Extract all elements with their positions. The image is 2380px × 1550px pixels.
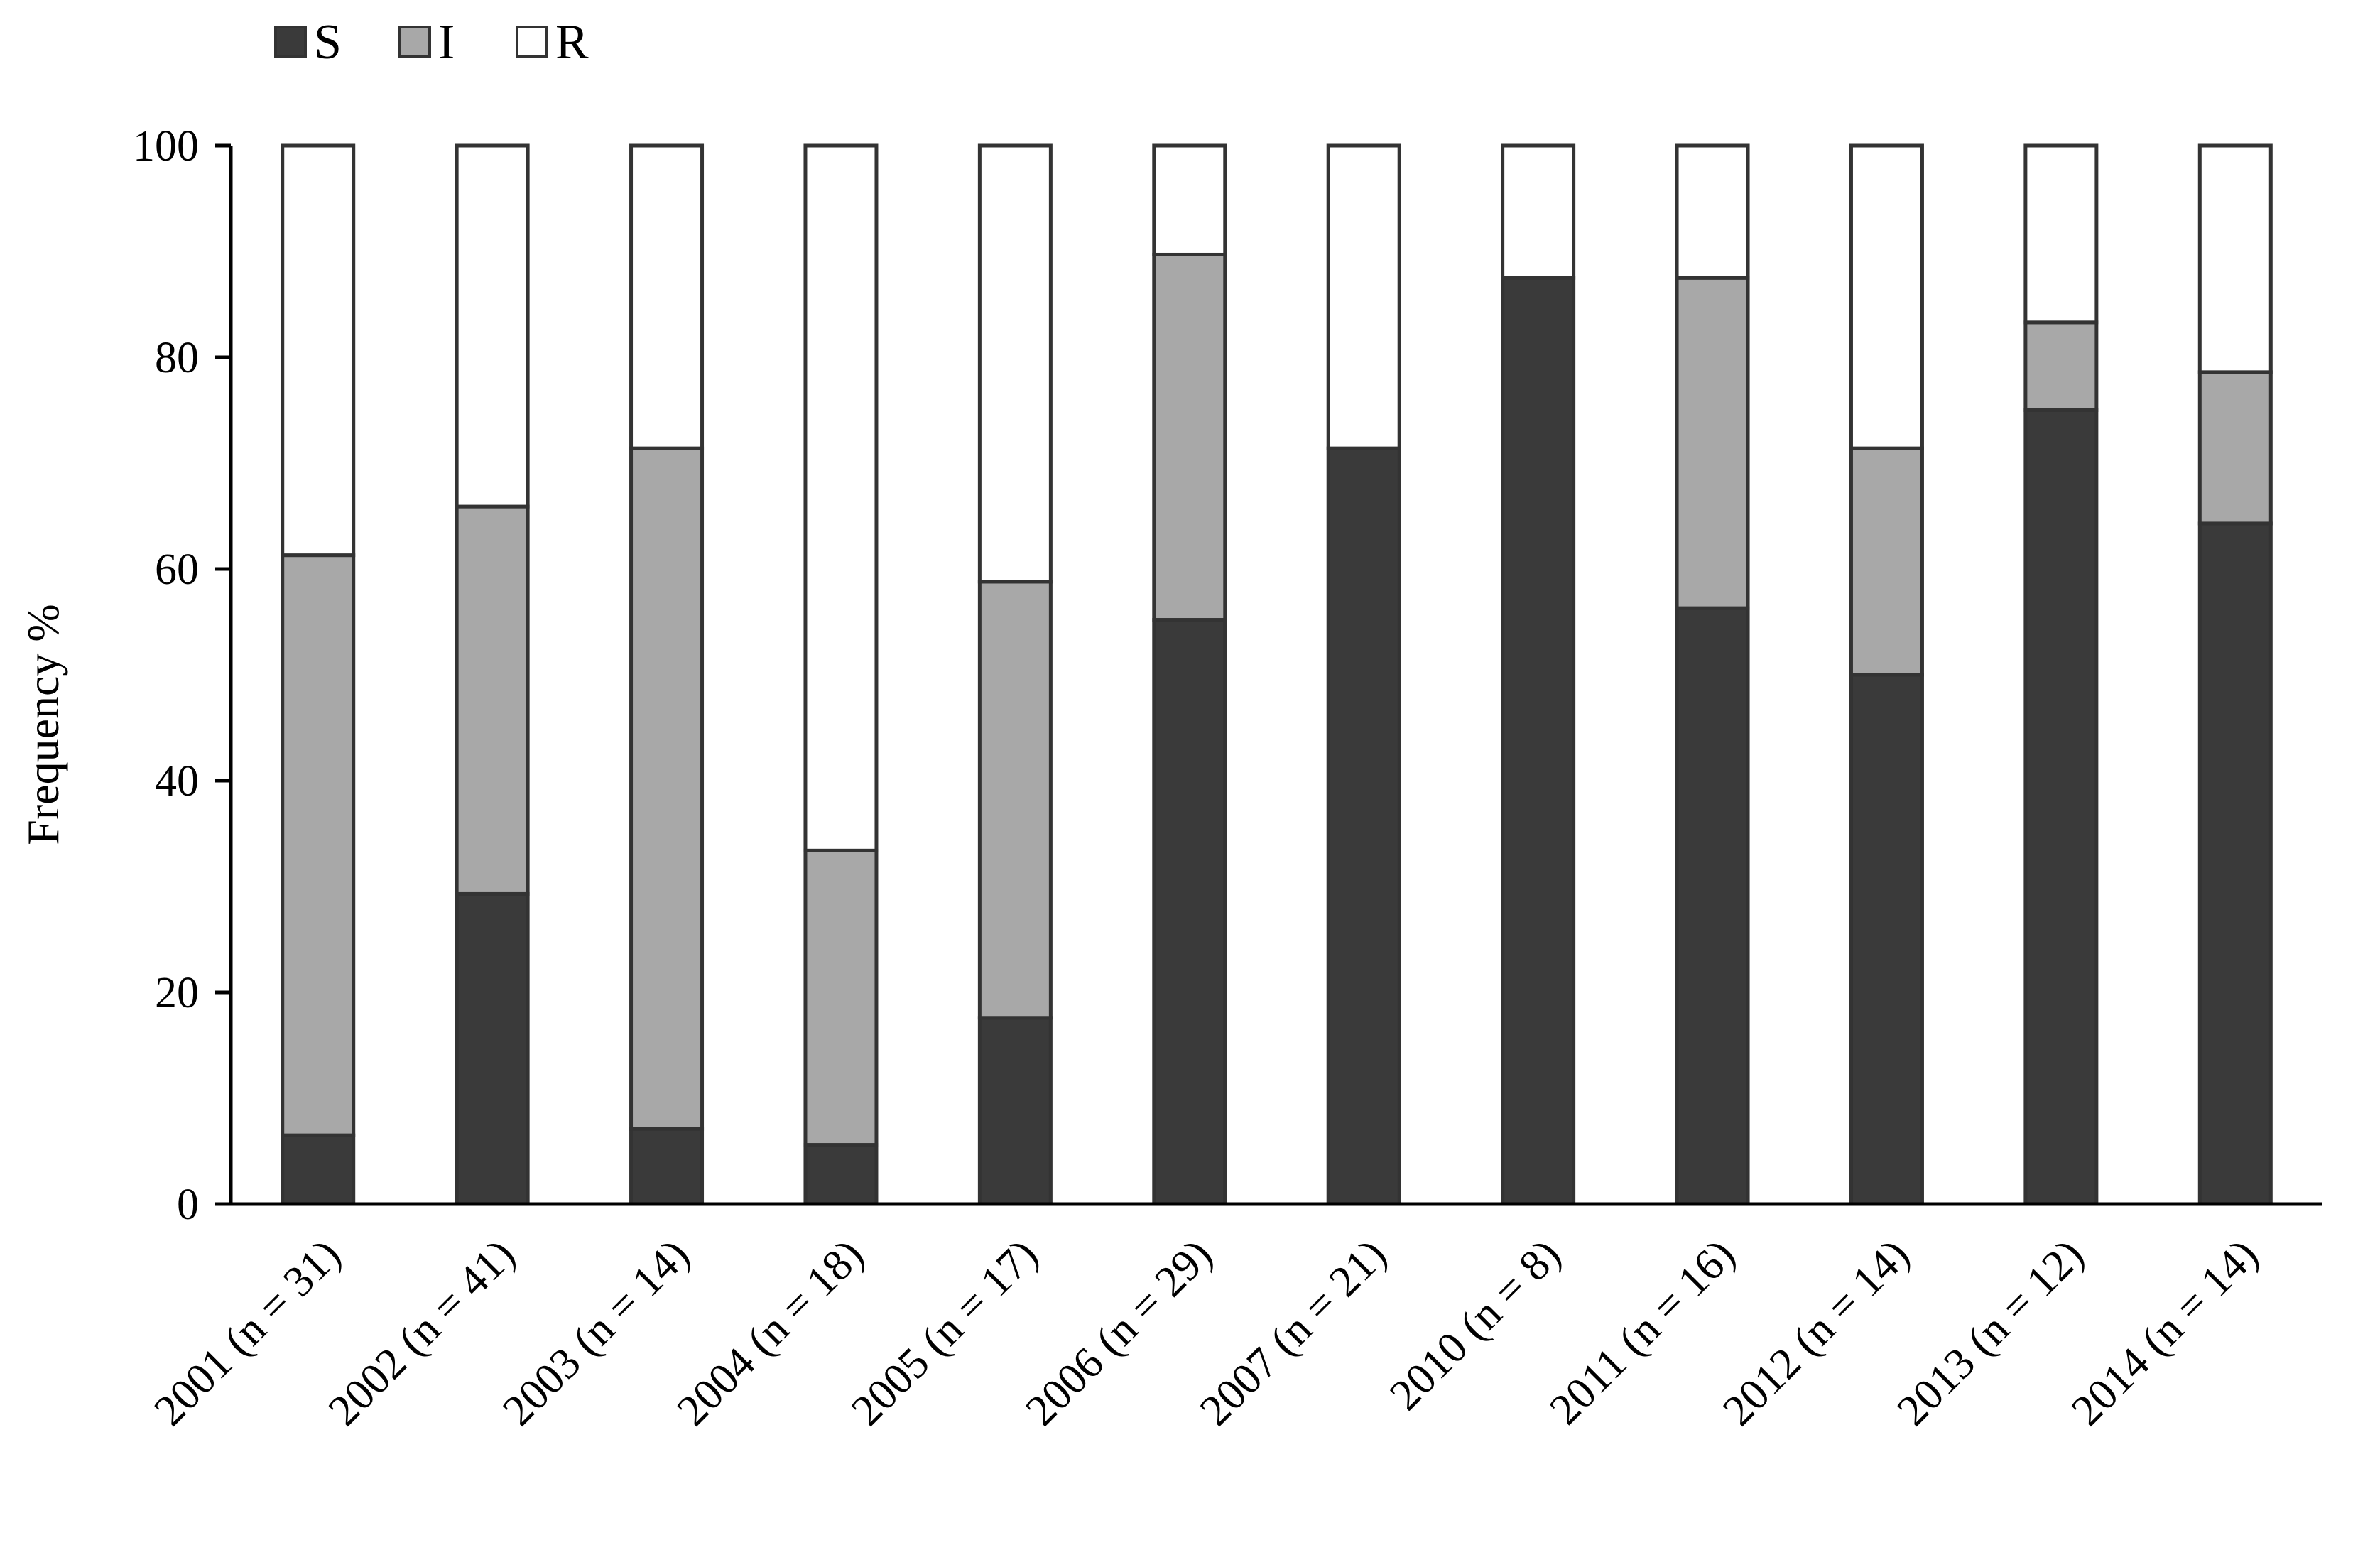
bar-segment-I: [2023, 320, 2099, 412]
y-axis: 0 20 40 60 80 100: [133, 122, 233, 1229]
x-tick-label: 2011 (n = 16): [1541, 1230, 1744, 1434]
x-tick-label: 2012 (n = 14): [1714, 1230, 1918, 1435]
x-tick-label: 2010 (n = 8): [1381, 1230, 1570, 1419]
bar-group: [455, 143, 530, 1206]
bar-segment-S: [1152, 618, 1227, 1206]
bar-group: [977, 143, 1053, 1206]
bar-segment-S: [1501, 276, 1576, 1206]
bar-segment-S: [1326, 446, 1401, 1206]
bars: [281, 143, 2273, 1206]
bar-group: [281, 143, 356, 1206]
bar-segment-R: [1675, 143, 1750, 280]
bar-segment-R: [1849, 143, 1924, 450]
x-tick-label: 2002 (n = 41): [320, 1230, 524, 1435]
y-tick-label: 60: [155, 546, 199, 594]
x-tick-label: 2014 (n = 14): [2063, 1230, 2267, 1435]
x-tick-label: 2004 (n = 18): [668, 1230, 873, 1435]
bar-segment-S: [629, 1127, 705, 1206]
bar-segment-S: [803, 1143, 879, 1206]
bar-segment-R: [977, 143, 1053, 584]
x-tick-label: 2013 (n = 12): [1888, 1230, 2092, 1435]
bar-group: [2023, 143, 2099, 1206]
bar-segment-R: [2197, 143, 2273, 374]
legend-swatch-R: [516, 26, 548, 58]
bar-group: [1849, 143, 1924, 1206]
bar-segment-I: [281, 553, 356, 1137]
legend-label: I: [438, 15, 455, 70]
bar-segment-I: [455, 504, 530, 896]
bar-segment-I: [629, 446, 705, 1131]
bar-segment-S: [281, 1133, 356, 1206]
bar-segment-R: [1152, 143, 1227, 256]
bar-group: [1152, 143, 1227, 1206]
bar-segment-R: [803, 143, 879, 852]
bar-segment-I: [1152, 252, 1227, 622]
bar-group: [2197, 143, 2273, 1206]
bar-segment-S: [455, 891, 530, 1206]
legend-swatch-S: [274, 26, 307, 58]
y-tick-label: 0: [177, 1181, 199, 1229]
bar-segment-S: [2197, 521, 2273, 1206]
y-tick-label: 100: [133, 122, 199, 170]
bar-segment-I: [1675, 276, 1750, 610]
legend-swatch-I: [398, 26, 431, 58]
y-tick-label: 80: [155, 334, 199, 382]
bar-segment-I: [977, 580, 1053, 1020]
x-tick-label: 2005 (n = 17): [842, 1230, 1047, 1435]
bar-group: [1501, 143, 1576, 1206]
bar-group: [629, 143, 705, 1206]
bar-segment-R: [1326, 143, 1401, 450]
bar-group: [1675, 143, 1750, 1206]
x-tick-label: 2001 (n = 31): [145, 1230, 349, 1435]
x-axis: 2001 (n = 31)2002 (n = 41)2003 (n = 14)2…: [145, 1202, 2322, 1435]
bar-segment-S: [1849, 673, 1924, 1206]
bar-group: [1326, 143, 1401, 1206]
bar-segment-I: [1849, 446, 1924, 677]
bar-segment-S: [977, 1016, 1053, 1206]
bar-segment-R: [629, 143, 705, 450]
bar-segment-S: [1675, 606, 1750, 1206]
y-tick-label: 20: [155, 969, 199, 1017]
bar-segment-R: [455, 143, 530, 509]
bar-group: [803, 143, 879, 1206]
y-tick-label: 40: [155, 757, 199, 806]
y-axis-title: Frequency %: [18, 604, 68, 845]
bar-segment-I: [803, 848, 879, 1147]
legend-label: S: [314, 15, 342, 70]
bar-segment-R: [281, 143, 356, 558]
x-tick-label: 2003 (n = 14): [494, 1230, 698, 1435]
legend-label: R: [555, 15, 589, 70]
bar-segment-R: [2023, 143, 2099, 325]
bar-segment-I: [2197, 370, 2273, 526]
x-tick-label: 2007 (n = 21): [1191, 1230, 1396, 1435]
x-tick-label: 2006 (n = 29): [1016, 1230, 1221, 1435]
bar-segment-S: [2023, 408, 2099, 1206]
bar-segment-R: [1501, 143, 1576, 280]
